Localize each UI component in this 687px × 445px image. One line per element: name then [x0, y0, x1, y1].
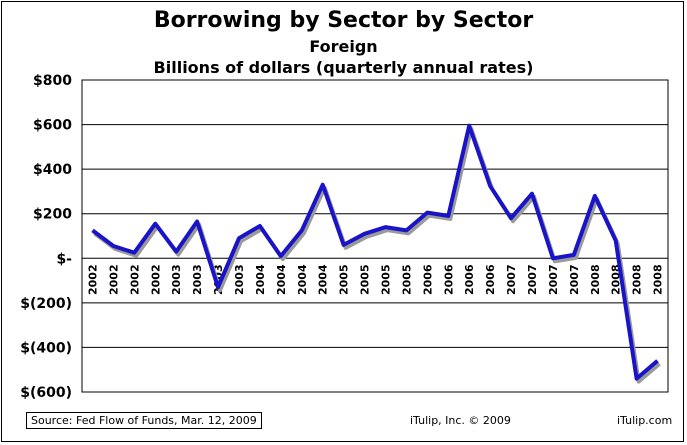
- x-tick-label: 2008: [652, 264, 665, 295]
- y-tick-label: $800: [33, 73, 72, 89]
- x-tick-label: 2005: [379, 264, 392, 295]
- y-tick-label: $(600): [20, 385, 72, 401]
- chart-subtitle: Foreign: [309, 37, 378, 56]
- plot-area: [81, 79, 669, 393]
- x-tick-label: 2008: [589, 264, 602, 295]
- x-tick-label: 2006: [442, 264, 455, 295]
- y-tick-label: $(200): [20, 296, 72, 312]
- x-tick-label: 2007: [547, 264, 560, 295]
- x-tick-label: 2006: [463, 264, 476, 295]
- x-tick-label: 2002: [107, 264, 120, 295]
- x-tick-label: 2003: [233, 264, 246, 295]
- copyright-text: iTulip, Inc. © 2009: [410, 414, 511, 427]
- y-tick-label: $-: [56, 251, 72, 267]
- x-tick-label: 2002: [128, 264, 141, 295]
- x-tick-label: 2004: [317, 264, 330, 295]
- x-tick-label: 2006: [484, 264, 497, 295]
- x-tick-label: 2002: [149, 264, 162, 295]
- x-tick-label: 2004: [296, 264, 309, 295]
- x-tick-label: 2002: [86, 264, 99, 295]
- y-tick-label: $600: [33, 118, 72, 134]
- source-note: Source: Fed Flow of Funds, Mar. 12, 2009: [26, 412, 262, 429]
- x-tick-label: 2007: [505, 264, 518, 295]
- x-tick-label: 2003: [191, 264, 204, 295]
- x-tick-label: 2005: [338, 264, 351, 295]
- x-tick-label: 2004: [275, 264, 288, 295]
- series-group: [91, 123, 661, 384]
- x-axis-labels: 2002 2002 2002 2002 2003 2003 2003 2003 2004 2004…: [86, 264, 664, 295]
- x-tick-label: 2007: [526, 264, 539, 295]
- y-tick-label: $200: [33, 207, 72, 223]
- series-line: [91, 123, 659, 381]
- y-tick-label: $(400): [20, 340, 72, 356]
- x-tick-label: 2005: [400, 264, 413, 295]
- x-tick-label: 2004: [254, 264, 267, 295]
- x-tick-label: 2006: [421, 264, 434, 295]
- x-tick-label: 2007: [568, 264, 581, 295]
- series-shadow: [93, 126, 661, 384]
- chart-units: Billions of dollars (quarterly annual ra…: [153, 58, 534, 77]
- grid-lines: [82, 124, 668, 348]
- x-tick-label: 2008: [631, 264, 644, 295]
- website-text: iTulip.com: [617, 414, 673, 427]
- x-tick-label: 2005: [359, 264, 372, 295]
- y-axis-labels: $800 $600 $400 $200 $- $(200) $(400) $(600): [20, 73, 72, 401]
- chart-title: Borrowing by Sector by Sector: [153, 8, 534, 33]
- y-tick-label: $400: [33, 162, 72, 178]
- x-tick-label: 2003: [170, 264, 183, 295]
